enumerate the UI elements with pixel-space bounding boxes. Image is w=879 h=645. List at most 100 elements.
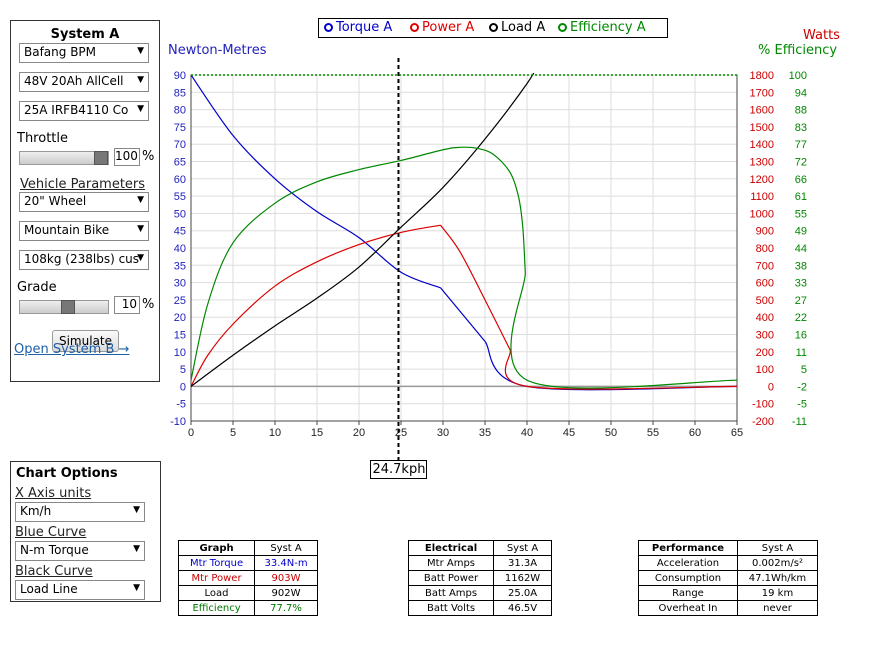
x-tick-label: 50 xyxy=(605,427,617,439)
performance_table-header-1: Syst A xyxy=(736,540,819,556)
watts-tick-label: -100 xyxy=(752,399,774,411)
left-tick-label: 65 xyxy=(174,157,186,169)
electrical_table-row-value: 46.5V xyxy=(493,600,552,616)
grade-slider-handle[interactable] xyxy=(60,300,75,314)
performance_table-header-0: Performance xyxy=(638,540,738,556)
x-axis-units-label: X Axis units xyxy=(15,486,92,501)
table-row: Batt Power 1162W xyxy=(407,570,552,586)
torque-radio-icon xyxy=(324,23,333,32)
motor-select[interactable]: Bafang BPM ▼ xyxy=(19,43,149,63)
graph_table-row-value: 903W xyxy=(254,570,318,586)
plot-area xyxy=(190,74,738,422)
table-row: Batt Volts 46.5V xyxy=(407,600,552,616)
efficiency-tick-label: 94 xyxy=(795,87,807,99)
series-power-a-line xyxy=(191,224,737,390)
electrical_table-header-0: Electrical xyxy=(407,540,495,556)
cursor-speed-label: 24.7kph xyxy=(370,460,428,479)
performance_table-row-value: 19 km xyxy=(736,585,819,601)
chevron-down-icon: ▼ xyxy=(137,104,144,114)
watts-axis-label: Watts xyxy=(803,28,840,43)
power-radio-icon xyxy=(410,23,419,32)
open-system-b-link[interactable]: Open System B → xyxy=(14,342,130,357)
watts-tick-label: 1700 xyxy=(750,87,774,99)
graph_table-row-value: 33.4N-m xyxy=(254,555,318,571)
black-curve-select[interactable]: Load Line ▼ xyxy=(15,580,145,600)
series-efficiency-a-line xyxy=(191,146,737,389)
throttle-slider-handle[interactable] xyxy=(94,151,108,165)
electrical_table-row-value: 25.0A xyxy=(493,585,552,601)
watts-tick-label: 500 xyxy=(756,295,774,307)
legend-item-power[interactable]: Power A xyxy=(410,20,474,35)
left-tick-label: 25 xyxy=(174,295,186,307)
x-tick-label: 25 xyxy=(395,427,407,439)
grade-slider[interactable] xyxy=(19,300,109,314)
table-row: Mtr Torque 33.4N-m xyxy=(177,555,318,571)
electrical_table-row-label: Batt Amps xyxy=(407,585,495,601)
efficiency-tick-label: 16 xyxy=(795,330,807,342)
electrical_table-row-value: 31.3A xyxy=(493,555,552,571)
efficiency-tick-label: 72 xyxy=(795,157,807,169)
efficiency-tick-label: -2 xyxy=(797,381,807,393)
legend-item-load[interactable]: Load A xyxy=(489,20,545,35)
efficiency-radio-icon xyxy=(558,23,567,32)
chevron-down-icon: ▼ xyxy=(137,46,144,56)
simulate-button[interactable]: Simulate xyxy=(52,330,119,352)
efficiency-tick-label: 11 xyxy=(796,347,807,359)
performance_table-row-label: Acceleration xyxy=(638,555,738,571)
legend-item-torque[interactable]: Torque A xyxy=(324,20,392,35)
controller-select[interactable]: 25A IRFB4110 Co ▼ xyxy=(19,101,149,121)
left-tick-label: 15 xyxy=(174,330,186,342)
graph_table-row-label: Load xyxy=(177,585,256,601)
chevron-down-icon: ▼ xyxy=(137,224,144,234)
chevron-down-icon: ▼ xyxy=(137,195,144,205)
watts-tick-label: 1100 xyxy=(750,191,774,203)
efficiency-tick-label: 44 xyxy=(795,243,807,255)
chevron-down-icon: ▼ xyxy=(133,544,140,554)
x-tick-label: 20 xyxy=(353,427,365,439)
grade-unit: % xyxy=(142,297,155,312)
table-row: Acceleration 0.002m/s² xyxy=(638,555,819,571)
watts-tick-label: 1300 xyxy=(750,157,774,169)
table-row: Load 902W xyxy=(177,585,318,601)
chevron-down-icon: ▼ xyxy=(133,583,140,593)
left-tick-label: 60 xyxy=(174,174,186,186)
bike-type-select[interactable]: Mountain Bike ▼ xyxy=(19,221,149,241)
watts-tick-label: 300 xyxy=(756,330,774,342)
throttle-label: Throttle xyxy=(17,131,68,146)
left-tick-label: 35 xyxy=(174,260,186,272)
blue-curve-label: Blue Curve xyxy=(15,525,87,540)
table-row: Range 19 km xyxy=(638,585,819,601)
black-curve-label: Black Curve xyxy=(15,564,93,579)
x-axis-units-select[interactable]: Km/h ▼ xyxy=(15,502,145,522)
x-tick-label: 40 xyxy=(521,427,533,439)
weight-select[interactable]: 108kg (238lbs) cus ▼ xyxy=(19,250,149,270)
watts-tick-label: 1200 xyxy=(750,174,774,186)
chevron-down-icon: ▼ xyxy=(137,253,144,263)
efficiency-tick-label: -5 xyxy=(797,399,807,411)
system-a-title: System A xyxy=(50,27,120,42)
left-tick-label: 75 xyxy=(174,122,186,134)
performance_table-row-label: Consumption xyxy=(638,570,738,586)
efficiency-tick-label: 66 xyxy=(795,174,807,186)
left-tick-label: 20 xyxy=(174,312,186,324)
series-load-a-line xyxy=(191,73,535,387)
electrical-table: Electrical Syst A Mtr Amps 31.3A Batt Power 1… xyxy=(407,540,552,616)
legend-item-efficiency[interactable]: Efficiency A xyxy=(558,20,646,35)
battery-select[interactable]: 48V 20Ah AllCell ▼ xyxy=(19,72,149,92)
vehicle-parameters-label: Vehicle Parameters xyxy=(20,177,146,192)
left-tick-label: 70 xyxy=(174,139,186,151)
performance_table-row-value: 47.1Wh/km xyxy=(736,570,819,586)
efficiency-tick-label: 55 xyxy=(795,208,807,220)
x-tick-label: 10 xyxy=(269,427,281,439)
wheel-select[interactable]: 20" Wheel ▼ xyxy=(19,192,149,212)
x-tick-label: 55 xyxy=(647,427,659,439)
throttle-unit: % xyxy=(142,149,155,164)
grade-input[interactable]: 10 xyxy=(114,296,140,314)
throttle-input[interactable]: 100 xyxy=(114,148,140,166)
electrical_table-row-label: Batt Volts xyxy=(407,600,495,616)
blue-curve-select[interactable]: N-m Torque ▼ xyxy=(15,541,145,561)
watts-tick-label: 700 xyxy=(756,260,774,272)
watts-tick-label: 1400 xyxy=(750,139,774,151)
throttle-slider[interactable] xyxy=(19,151,109,165)
efficiency-tick-label: 27 xyxy=(795,295,807,307)
